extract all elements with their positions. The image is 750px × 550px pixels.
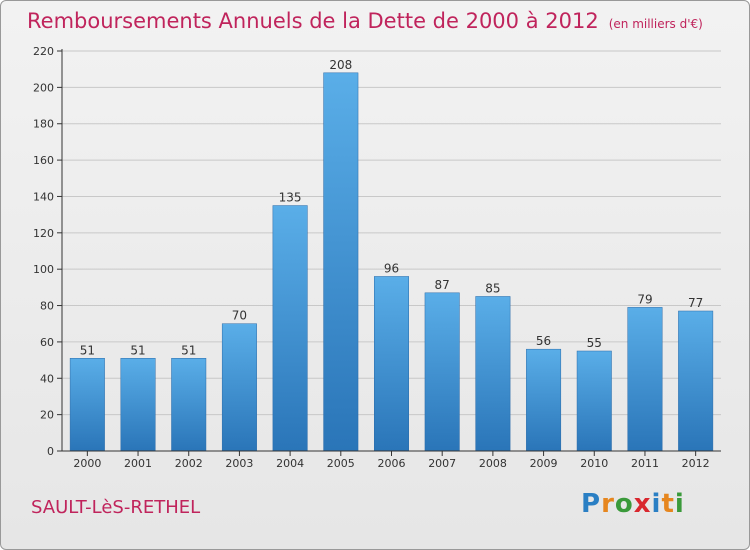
y-tick-label: 20 bbox=[40, 409, 54, 422]
logo-letter: i bbox=[651, 489, 662, 519]
bar bbox=[120, 358, 156, 452]
bar bbox=[221, 323, 257, 452]
y-tick-label: 160 bbox=[33, 154, 54, 167]
bar bbox=[323, 72, 359, 452]
y-tick-label: 0 bbox=[47, 445, 54, 458]
x-tick-label: 2001 bbox=[124, 457, 152, 470]
data-label: 208 bbox=[329, 58, 352, 72]
data-label: 51 bbox=[181, 343, 196, 357]
chart-title-text: Remboursements Annuels de la Dette de 20… bbox=[27, 9, 599, 33]
logo-letter: o bbox=[614, 489, 634, 519]
y-tick-label: 40 bbox=[40, 372, 54, 385]
data-label: 77 bbox=[688, 296, 703, 310]
x-tick-label: 2005 bbox=[327, 457, 355, 470]
bars bbox=[69, 72, 714, 452]
bar bbox=[374, 276, 409, 452]
data-labels: 51 51 51 70 135 208 96 87 85 56 55 79 77 bbox=[80, 58, 704, 357]
data-label: 51 bbox=[130, 343, 145, 357]
logo-letter: P bbox=[581, 489, 602, 519]
data-label: 56 bbox=[536, 334, 551, 348]
logo-letter: i bbox=[674, 489, 685, 519]
data-label: 70 bbox=[232, 309, 247, 323]
y-tick-label: 180 bbox=[33, 118, 54, 131]
logo-letter: t bbox=[661, 489, 675, 519]
data-label: 51 bbox=[80, 343, 95, 357]
data-label: 55 bbox=[587, 336, 602, 350]
x-tick-label: 2012 bbox=[682, 457, 710, 470]
x-tick-label: 2009 bbox=[530, 457, 558, 470]
proxiti-logo: Proxiti bbox=[581, 489, 685, 519]
x-tick-label: 2006 bbox=[378, 457, 406, 470]
data-label: 135 bbox=[279, 191, 302, 205]
logo-letter: x bbox=[633, 489, 652, 519]
data-label: 96 bbox=[384, 261, 399, 275]
logo-letter: r bbox=[601, 489, 615, 519]
y-tick-label: 140 bbox=[33, 190, 54, 203]
y-tick-label: 100 bbox=[33, 263, 54, 276]
axes: 0 20 40 60 80 100 120 140 160 180 200 220 2000 2001 20… bbox=[33, 45, 721, 470]
data-label: 87 bbox=[435, 278, 450, 292]
y-tick-label: 80 bbox=[40, 300, 54, 313]
bar bbox=[526, 348, 562, 452]
bar bbox=[576, 350, 612, 452]
bar bbox=[424, 292, 460, 452]
bar bbox=[627, 307, 663, 452]
x-tick-label: 2004 bbox=[276, 457, 304, 470]
y-tick-label: 120 bbox=[33, 227, 54, 240]
x-tick-label: 2002 bbox=[175, 457, 203, 470]
y-tick-label: 60 bbox=[40, 336, 54, 349]
chart-unit: (en milliers d'€) bbox=[608, 17, 703, 31]
x-tick-label: 2011 bbox=[631, 457, 659, 470]
y-tick-label: 220 bbox=[33, 45, 54, 58]
bar bbox=[678, 310, 714, 452]
x-tick-label: 2007 bbox=[428, 457, 456, 470]
bar bbox=[69, 358, 105, 452]
x-tick-label: 2010 bbox=[580, 457, 608, 470]
data-label: 79 bbox=[637, 292, 652, 306]
data-label: 85 bbox=[485, 281, 500, 295]
bar bbox=[171, 358, 207, 452]
commune-name: SAULT-LèS-RETHEL bbox=[31, 497, 201, 518]
x-tick-label: 2008 bbox=[479, 457, 507, 470]
chart-title: Remboursements Annuels de la Dette de 20… bbox=[27, 9, 703, 33]
y-tick-label: 200 bbox=[33, 81, 54, 94]
bar bbox=[272, 205, 308, 452]
x-tick-label: 2003 bbox=[225, 457, 253, 470]
x-tick-label: 2000 bbox=[73, 457, 101, 470]
bar bbox=[475, 296, 511, 452]
